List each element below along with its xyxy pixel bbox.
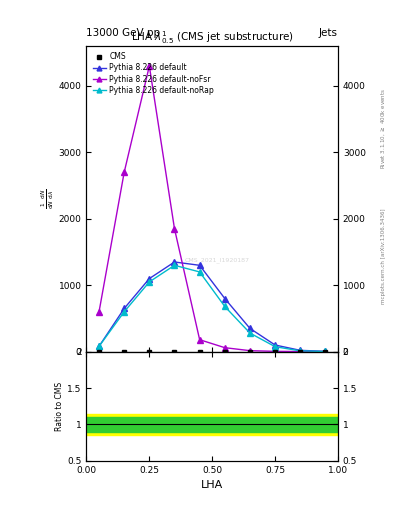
Bar bbox=[86, 414, 338, 435]
Title: LHA $\lambda^{1}_{0.5}$ (CMS jet substructure): LHA $\lambda^{1}_{0.5}$ (CMS jet substru… bbox=[131, 29, 294, 46]
Y-axis label: Ratio to CMS: Ratio to CMS bbox=[55, 381, 64, 431]
Text: 13000 GeV pp: 13000 GeV pp bbox=[86, 28, 161, 38]
Text: CMS_2021_I1920187: CMS_2021_I1920187 bbox=[185, 257, 250, 263]
Bar bbox=[86, 417, 338, 432]
Text: Jets: Jets bbox=[319, 28, 338, 38]
X-axis label: LHA: LHA bbox=[201, 480, 223, 490]
Text: Rivet 3.1.10, $\geq$ 400k events: Rivet 3.1.10, $\geq$ 400k events bbox=[379, 88, 387, 168]
Y-axis label: $\frac{1}{\mathrm{d}N}\,\frac{\mathrm{d}N}{\mathrm{d}\lambda}$: $\frac{1}{\mathrm{d}N}\,\frac{\mathrm{d}… bbox=[39, 188, 56, 209]
Text: mcplots.cern.ch [arXiv:1306.3436]: mcplots.cern.ch [arXiv:1306.3436] bbox=[381, 208, 386, 304]
Legend: CMS, Pythia 8.226 default, Pythia 8.226 default-noFsr, Pythia 8.226 default-noRa: CMS, Pythia 8.226 default, Pythia 8.226 … bbox=[90, 50, 217, 97]
